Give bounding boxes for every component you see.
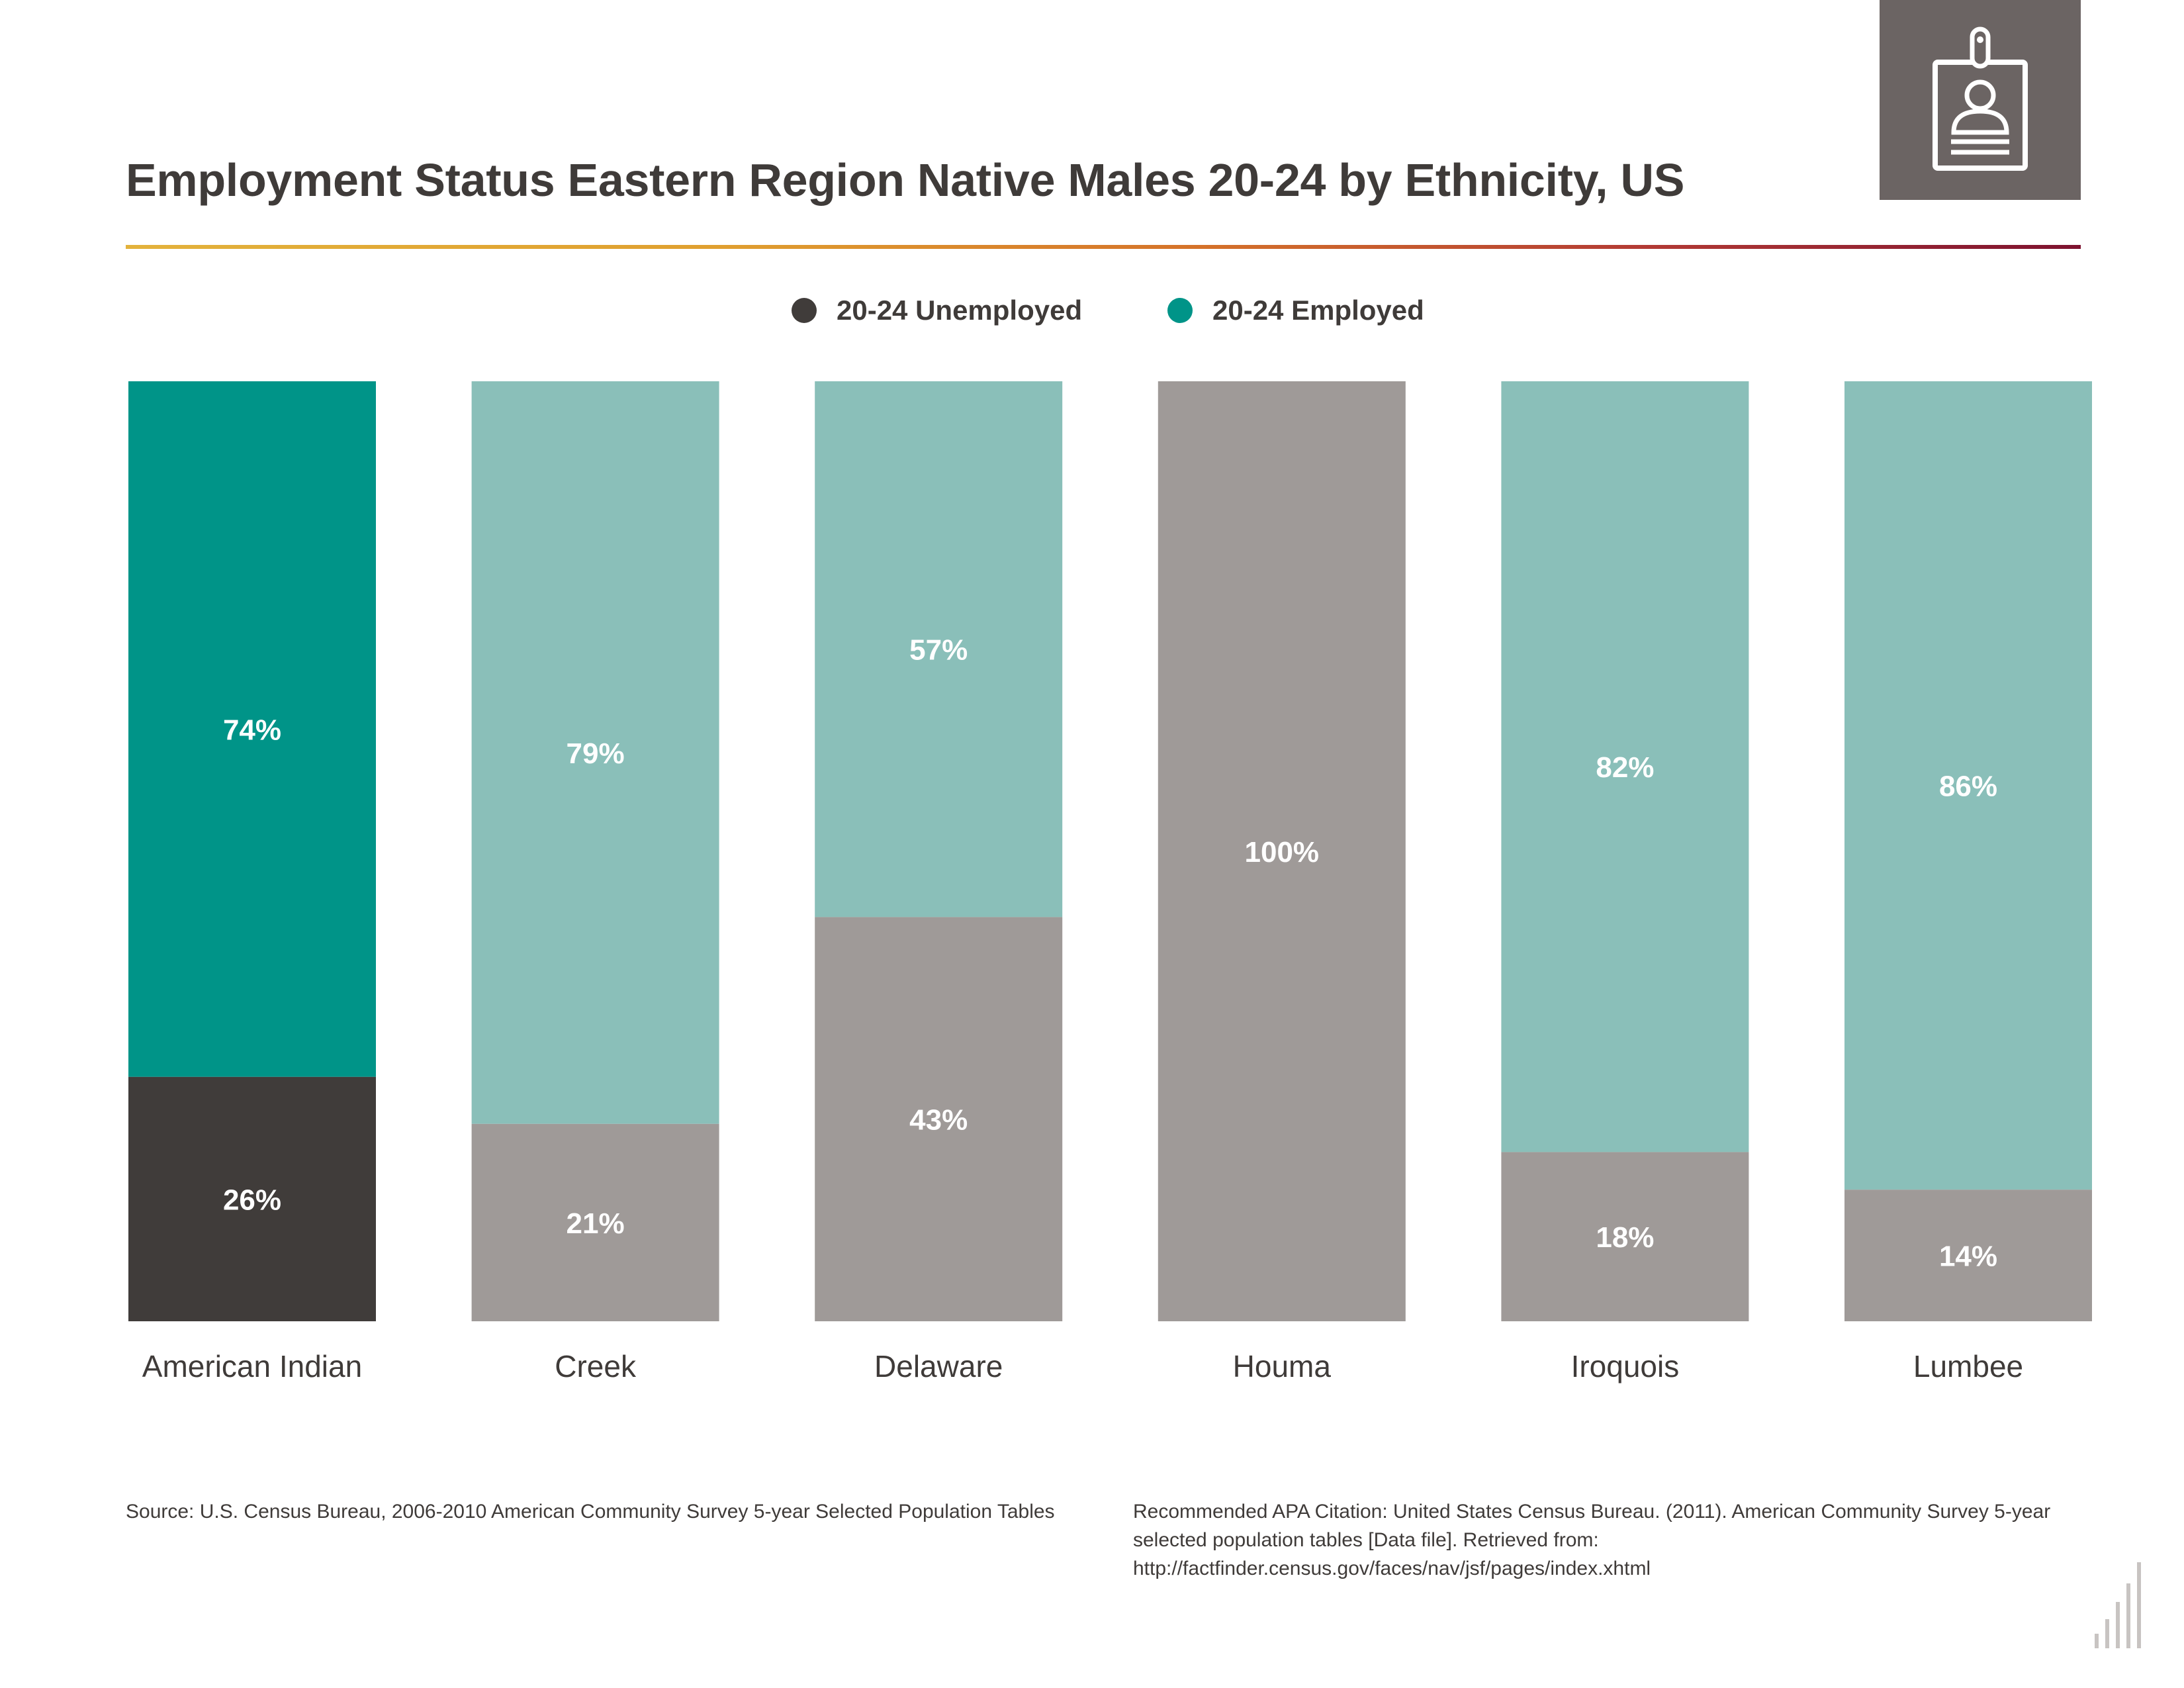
bars-logo-icon xyxy=(2095,1562,2141,1648)
data-label-unemployed-lumbee: 14% xyxy=(1939,1241,1997,1273)
bar-employed-delaware xyxy=(815,381,1063,917)
bar-employed-lumbee xyxy=(1844,381,2092,1190)
data-label-employed-iroquois: 82% xyxy=(1596,751,1654,784)
stacked-bar-chart: 26% 74% American Indian 21% 79% Creek 43% 57% De… xyxy=(128,381,2092,1383)
category-label-creek: Creek xyxy=(555,1349,637,1383)
bar-unemployed-american-indian xyxy=(128,1076,376,1321)
category-label-houma: Houma xyxy=(1233,1349,1332,1383)
id-badge-icon xyxy=(1933,26,2028,171)
data-label-unemployed-iroquois: 18% xyxy=(1596,1221,1654,1254)
data-label-unemployed-creek: 21% xyxy=(567,1207,625,1240)
legend-item-unemployed: 20-24 Unemployed xyxy=(792,287,1082,334)
category-label-lumbee: Lumbee xyxy=(1913,1349,2023,1383)
bar-unemployed-delaware xyxy=(815,917,1063,1321)
data-label-unemployed-delaware: 43% xyxy=(909,1104,968,1137)
bar-unemployed-creek xyxy=(471,1123,719,1321)
bar-unemployed-houma xyxy=(1158,381,1406,1321)
bar-employed-iroquois xyxy=(1501,381,1749,1152)
title-divider xyxy=(126,245,2081,249)
legend-swatch-employed xyxy=(1167,298,1193,323)
legend-label-employed: 20-24 Employed xyxy=(1212,295,1424,326)
data-label-employed-delaware: 57% xyxy=(909,634,968,667)
data-label-employed-american-indian: 74% xyxy=(223,714,281,746)
bar-unemployed-lumbee xyxy=(1844,1190,2092,1321)
data-label-employed-lumbee: 86% xyxy=(1939,771,1997,803)
citation-note: Recommended APA Citation: United States … xyxy=(1133,1501,2051,1579)
category-label-american-indian: American Indian xyxy=(142,1349,362,1383)
header-badge xyxy=(1880,0,2081,200)
data-label-unemployed-houma: 100% xyxy=(1245,836,1320,868)
legend-swatch-unemployed xyxy=(792,298,817,323)
data-label-unemployed-american-indian: 26% xyxy=(223,1184,281,1216)
category-label-iroquois: Iroquois xyxy=(1571,1349,1680,1383)
category-label-delaware: Delaware xyxy=(874,1349,1003,1383)
source-note: Source: U.S. Census Bureau, 2006-2010 Am… xyxy=(126,1501,1055,1523)
page-title: Employment Status Eastern Region Native … xyxy=(126,154,1685,206)
legend-label-unemployed: 20-24 Unemployed xyxy=(837,295,1083,326)
chart-legend: 20-24 Unemployed 20-24 Employed xyxy=(0,287,2184,334)
bar-employed-creek xyxy=(471,381,719,1124)
legend-item-employed: 20-24 Employed xyxy=(1167,287,1424,334)
data-label-employed-creek: 79% xyxy=(567,737,625,770)
bar-employed-american-indian xyxy=(128,381,376,1077)
bar-unemployed-iroquois xyxy=(1501,1152,1749,1321)
